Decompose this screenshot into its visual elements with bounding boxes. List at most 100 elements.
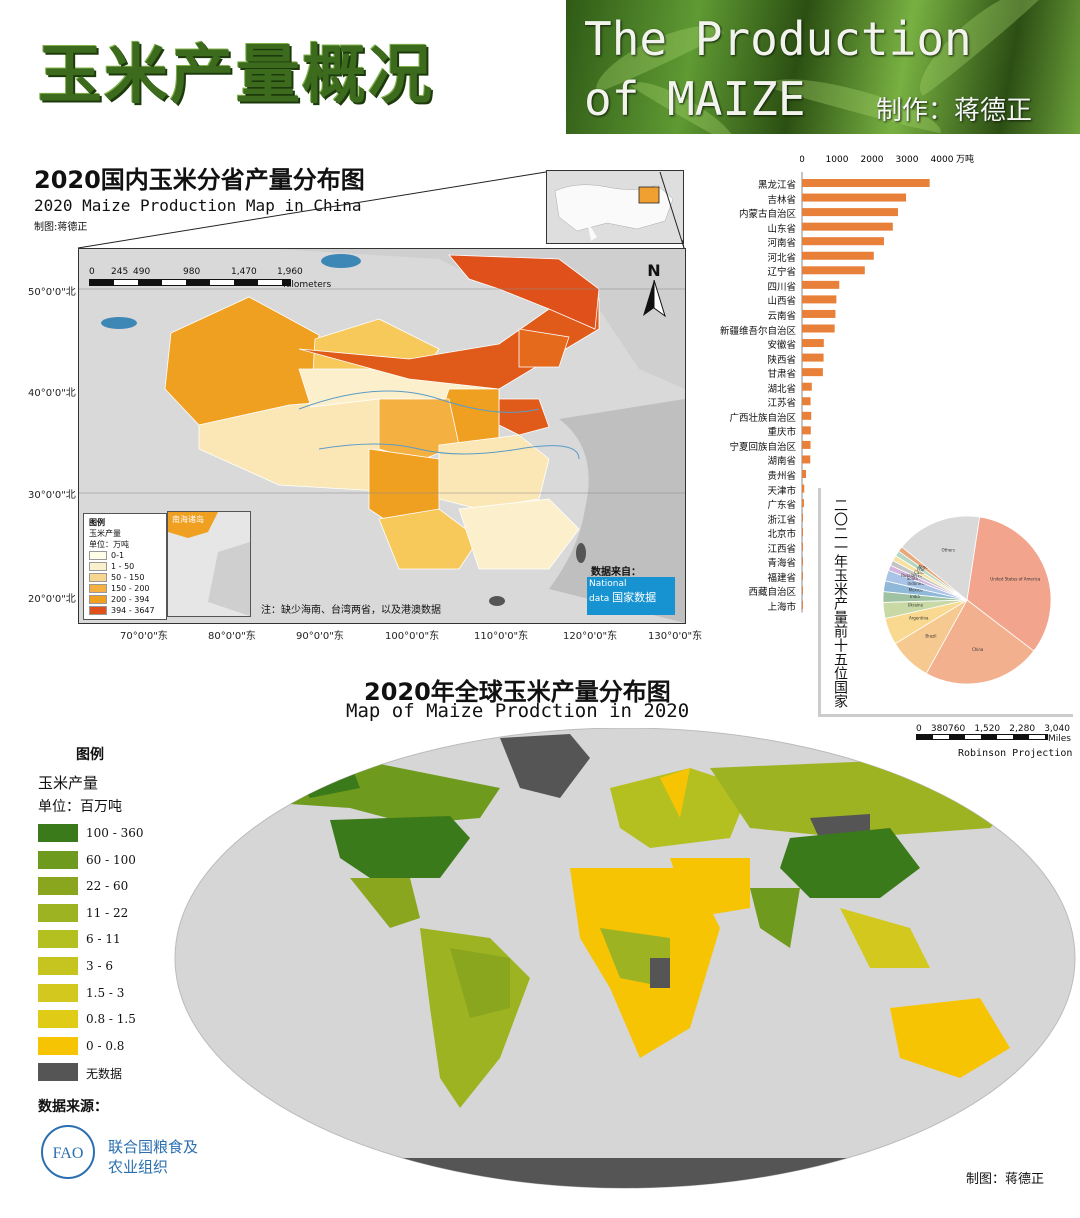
- world-legend-label: 0 - 0.8: [86, 1038, 125, 1053]
- bar: [802, 600, 803, 609]
- bar-axis-tick: 0: [800, 155, 805, 165]
- world-legend-swatch: [38, 903, 78, 922]
- bar: [802, 499, 804, 508]
- world-legend-label: 22 - 60: [86, 879, 129, 894]
- china-map-title: 2020国内玉米分省产量分布图: [34, 166, 365, 194]
- author-credit: 制作：蒋德正: [876, 96, 1033, 126]
- pie-slice-label: Mexico: [909, 587, 924, 592]
- world-legend-swatch: [38, 957, 78, 975]
- bar-category-label: 青海省: [767, 558, 796, 570]
- world-map-title: 2020年全球玉米产量分布图: [364, 678, 671, 706]
- bar-category-label: 西藏自治区: [748, 587, 796, 599]
- bar-category-label: 陕西省: [767, 354, 796, 366]
- world-legend-swatch: [38, 824, 78, 842]
- bar: [802, 440, 811, 449]
- bar-axis-tick: 1000: [826, 155, 849, 165]
- bar-category-label: 黑龙江省: [757, 180, 796, 191]
- pie-slice-label: Indonesia: [908, 581, 928, 586]
- bar: [802, 557, 803, 566]
- world-legend-title: 图例: [76, 747, 104, 763]
- pie-slice: [925, 599, 1035, 685]
- world-legend-swatch: [38, 1063, 78, 1082]
- bar-category-label: 上海市: [767, 601, 796, 613]
- hainan-no-data: [489, 596, 505, 606]
- bar: [802, 179, 930, 187]
- lon-label: 80°0'0"东: [208, 631, 256, 642]
- lat-label: 40°0'0"北: [28, 388, 76, 399]
- bar-category-label: 河南省: [767, 238, 796, 250]
- world-legend-label: 无数据: [86, 1067, 123, 1082]
- page-title: 玉米产量概况: [38, 39, 434, 113]
- bar-category-label: 吉林省: [767, 194, 796, 206]
- bar: [802, 411, 812, 420]
- china-legend: 图例 玉米产量 单位：万吨 0-1 1 - 50 50 - 150 150 - …: [83, 513, 167, 620]
- world-legend-swatch: [38, 850, 78, 869]
- bar-category-label: 浙江省: [767, 514, 796, 526]
- bar: [802, 324, 835, 333]
- lon-label: 70°0'0"东: [120, 631, 168, 642]
- bar-category-label: 新疆维吾尔自治区: [719, 325, 796, 337]
- world-legend-swatch: [38, 983, 78, 1002]
- top15-pie-chart: 二〇二一年玉米产量前十五位国家 United States of America…: [818, 488, 1073, 717]
- bar-axis-unit: 万吨: [956, 153, 974, 165]
- world-legend-unit: 单位：百万吨: [38, 799, 122, 815]
- bar-category-label: 湖南省: [767, 456, 796, 468]
- china-map-maker: 制图:蒋德正: [34, 222, 88, 233]
- bar: [802, 339, 824, 348]
- bar-axis-tick: 3000: [896, 155, 919, 165]
- bar: [802, 280, 840, 289]
- province-yunnan-guizhou: [378, 508, 480, 570]
- world-legend-label: 3 - 6: [86, 959, 113, 973]
- bar: [802, 426, 811, 435]
- bar: [802, 484, 805, 493]
- bar-category-label: 天津市: [767, 485, 796, 497]
- pie-slice-label: Brazil: [925, 634, 936, 639]
- bar-category-label: 福建省: [767, 572, 796, 584]
- bar: [802, 222, 893, 231]
- bar-category-label: 江西省: [767, 543, 796, 555]
- province-south: [458, 498, 580, 570]
- bar: [802, 353, 824, 362]
- world-legend-label: 6 - 11: [86, 932, 121, 947]
- bar: [802, 193, 907, 202]
- bar: [802, 470, 806, 478]
- bar-category-label: 宁夏回族自治区: [729, 441, 796, 453]
- bar-category-label: 江苏省: [767, 398, 796, 410]
- south-china-sea-inset: 南海诸岛: [167, 511, 251, 617]
- bar-axis-tick: 4000: [931, 155, 954, 165]
- pie-slice-label: Ukraine: [908, 603, 924, 608]
- china-source-label: 数据来自：: [591, 567, 641, 578]
- bar: [802, 571, 803, 580]
- china-scale-bar: 0 245 490 980 1,470 1,960 Kilometers: [89, 267, 332, 290]
- bar: [802, 309, 836, 318]
- english-title-line2: of MAIZE: [584, 72, 806, 126]
- lat-label: 30°0'0"北: [28, 490, 76, 501]
- fao-name-line1: 联合国粮食及: [108, 1138, 199, 1156]
- bar-category-label: 四川省: [767, 281, 796, 293]
- locator-map: [546, 170, 684, 244]
- svg-text:FAO: FAO: [53, 1145, 84, 1162]
- province-heilongjiang: [448, 254, 600, 330]
- china-map-subtitle: 2020 Maize Production Map in China: [34, 196, 362, 215]
- pie-slice-label: United States of America: [990, 576, 1041, 581]
- bar-category-label: 广西壮族自治区: [729, 412, 796, 424]
- china-map-note: 注：缺少海南、台湾两省，以及港澳数据: [261, 605, 441, 616]
- bar-category-label: 河北省: [767, 252, 796, 264]
- pie-slice: [966, 516, 1052, 652]
- lat-label: 50°0'0"北: [28, 287, 76, 298]
- bar-axis-tick: 2000: [861, 155, 884, 165]
- world-legend-swatch: [38, 1010, 78, 1029]
- world-legend-label: 1.5 - 3: [86, 985, 125, 1000]
- world-map-maker: 制图：蒋德正: [966, 1172, 1045, 1187]
- lon-label: 130°0'0"东: [648, 631, 703, 642]
- bar-category-label: 湖北省: [767, 383, 796, 395]
- world-production-map: [150, 727, 1080, 1198]
- pie-slice-label: Argentina: [909, 616, 929, 621]
- china-province-map: 0 245 490 980 1,470 1,960 Kilometers N 图…: [78, 248, 686, 624]
- world-legend-swatch: [38, 877, 78, 896]
- bar: [802, 266, 865, 275]
- bar-category-label: 广东省: [767, 500, 796, 512]
- bar-category-label: 辽宁省: [767, 267, 796, 279]
- world-legend: 100 - 360 60 - 100 22 - 60 11 - 22 6 - 11 3 -…: [38, 824, 178, 1094]
- bar-category-label: 甘肃省: [767, 369, 796, 381]
